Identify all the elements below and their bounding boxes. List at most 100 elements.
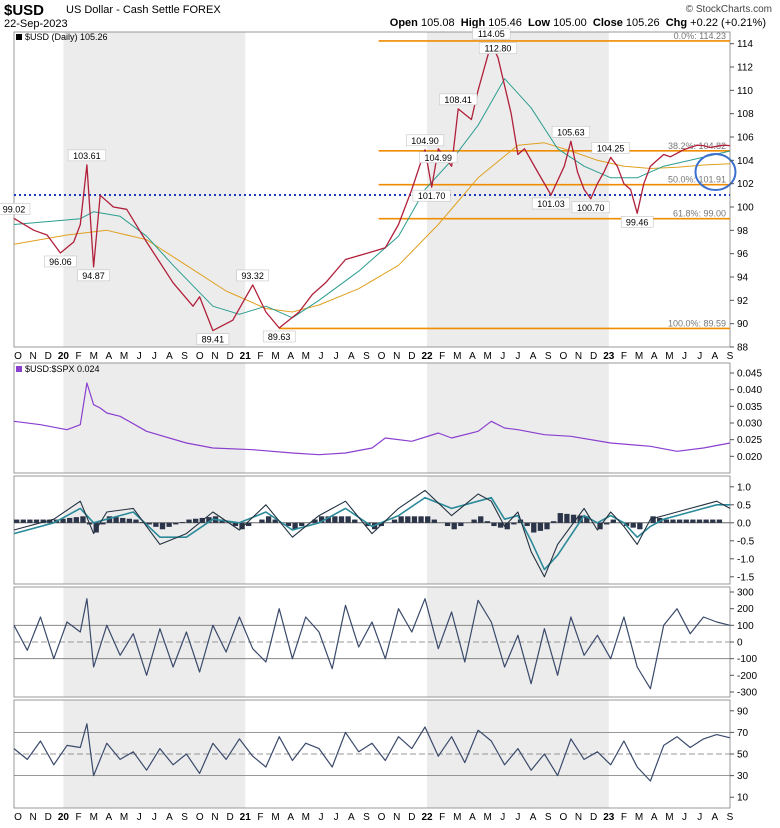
- x-axis-label: A: [106, 351, 113, 362]
- price-panel-frame: [13, 31, 731, 348]
- oscillator-histogram-bar: [557, 513, 563, 523]
- x-axis-label: A: [106, 812, 113, 823]
- x-axis-label: D: [226, 812, 233, 823]
- x-axis-label: J: [137, 351, 142, 362]
- ratio-y-tick-label: 0.020: [737, 452, 762, 463]
- price-annotation: 112.80: [485, 44, 512, 54]
- x-axis-label: 20: [58, 351, 70, 362]
- ticker-symbol: $USD: [4, 2, 45, 19]
- oscillator-histogram-bar: [650, 516, 656, 523]
- oscillator-histogram-bar: [551, 521, 557, 523]
- price-y-tick-label: 90: [737, 319, 749, 330]
- x-axis-label: A: [469, 812, 476, 823]
- oscillator-histogram-bar: [106, 516, 113, 523]
- price-panel: [13, 31, 731, 348]
- rsi-y-tick-label: 30: [737, 771, 749, 782]
- oscillator-histogram-bar: [425, 516, 431, 523]
- oscillator-y-tick-label: 0.0: [737, 518, 751, 529]
- price-y-tick-label: 96: [737, 249, 749, 260]
- oscillator-histogram-bar: [537, 522, 544, 531]
- fib-level-label: 61.8%: 99.00: [673, 209, 726, 219]
- x-axis-label: J: [334, 812, 339, 823]
- x-axis-label: 22: [421, 812, 433, 823]
- x-axis-label: A: [166, 351, 173, 362]
- x-axis-label: D: [45, 812, 52, 823]
- x-axis-label: J: [152, 351, 157, 362]
- x-axis-label: O: [559, 351, 567, 362]
- oscillator-histogram-bar: [318, 516, 325, 523]
- x-axis-label: J: [682, 351, 687, 362]
- ohlc-readout: Open 105.08 High 105.46 Low 105.00 Close…: [389, 17, 766, 29]
- highlight-circle: [694, 153, 737, 191]
- price-annotation-box: [77, 269, 110, 282]
- price-annotation-box: [44, 255, 77, 268]
- price-annotation: 104.90: [411, 136, 439, 146]
- oscillator-histogram-bar: [246, 522, 252, 527]
- oscillator-histogram-bar: [411, 516, 418, 523]
- x-axis-label: J: [152, 812, 157, 823]
- oscillator-histogram-bar: [20, 519, 26, 523]
- x-axis-label: J: [318, 812, 323, 823]
- oscillator-histogram-bar: [670, 519, 676, 523]
- x-axis-label: J: [697, 812, 702, 823]
- price-annotation-box: [236, 269, 269, 282]
- price-annotation-box: [531, 197, 571, 210]
- price-annotation-box: [412, 189, 451, 202]
- x-axis-label: A: [651, 351, 658, 362]
- ratio-legend: $USD:$SPX 0.024: [25, 364, 100, 374]
- oscillator-histogram-bar: [113, 517, 119, 523]
- oscillator-histogram-bar: [610, 519, 616, 523]
- price-annotation-box: [196, 333, 230, 345]
- oscillator-histogram-bar: [206, 517, 212, 523]
- oscillator-histogram-bar: [14, 519, 20, 523]
- price-y-tick-label: 104: [737, 156, 754, 167]
- x-axis-label: F: [439, 351, 445, 362]
- price-y-tick-label: 114: [737, 39, 753, 50]
- x-axis-label: J: [515, 351, 520, 362]
- rsi-series: [13, 723, 731, 782]
- x-axis-label: F: [439, 812, 445, 823]
- price-annotation: 89.63: [268, 332, 291, 342]
- price-year-band: [427, 32, 609, 347]
- x-axis-label: S: [727, 351, 734, 362]
- x-axis-label: A: [530, 812, 537, 823]
- x-axis-label: D: [408, 351, 415, 362]
- oscillator-y-tick-label: -1.0: [737, 554, 755, 565]
- x-axis-label: F: [257, 351, 263, 362]
- x-axis-label: N: [575, 812, 582, 823]
- oscillator-histogram-bar: [444, 522, 451, 527]
- oscillator-histogram-bar: [345, 516, 351, 523]
- x-axis-label: M: [453, 351, 461, 362]
- x-axis-label: D: [226, 351, 233, 362]
- oscillator-histogram-bar: [623, 522, 630, 527]
- x-axis-label: M: [635, 351, 643, 362]
- x-axis-label: F: [257, 812, 263, 823]
- oscillator-histogram-bar: [471, 519, 477, 523]
- price-annotation: 96.06: [49, 257, 72, 267]
- oscillator-histogram-bar: [564, 513, 570, 523]
- price-y-tick-label: 108: [737, 109, 754, 120]
- oscillator-histogram-bar: [60, 518, 66, 523]
- x-axis-label: O: [378, 351, 386, 362]
- cci-y-tick-label: -300: [737, 688, 757, 699]
- oscillator-histogram-bar: [120, 517, 126, 523]
- x-axis-label: M: [302, 812, 310, 823]
- cci-series: [13, 598, 731, 690]
- price-annotation-box: [472, 27, 511, 40]
- oscillator-y-tick-label: 1.0: [737, 482, 751, 493]
- x-axis-label: M: [483, 812, 491, 823]
- oscillator-y-tick-label: 0.5: [737, 500, 751, 511]
- oscillator-histogram-bar: [259, 519, 265, 523]
- x-axis-label: J: [137, 812, 142, 823]
- oscillator-histogram-bar: [73, 517, 79, 523]
- oscillator-histogram-bar: [484, 521, 491, 523]
- cci-y-tick-label: -200: [737, 671, 757, 682]
- oscillator-histogram-bar: [584, 516, 590, 523]
- x-axis-label: A: [530, 351, 537, 362]
- price-annotation-box: [591, 142, 630, 154]
- x-axis-label: O: [196, 351, 204, 362]
- ratio-y-tick-label: 0.045: [737, 369, 762, 380]
- x-axis-label: S: [363, 351, 370, 362]
- x-axis-label: M: [271, 351, 279, 362]
- x-axis-label: A: [712, 812, 719, 823]
